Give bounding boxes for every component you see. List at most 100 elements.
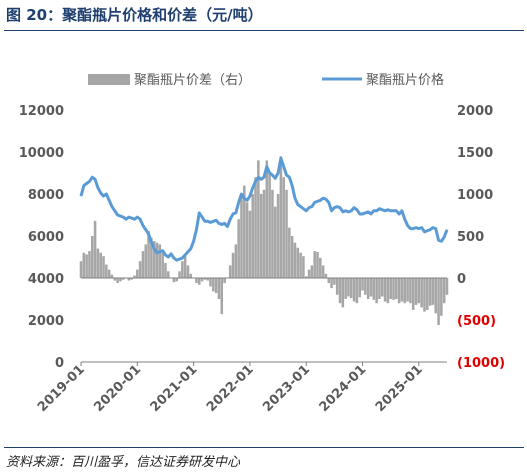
spread-bar [85, 254, 88, 278]
spread-bar [102, 256, 105, 278]
spread-bar [141, 251, 145, 278]
spread-bars [79, 156, 449, 326]
spread-bar [347, 278, 350, 297]
spread-bar [82, 252, 86, 278]
x-tick-label: 2025-01 [373, 362, 426, 415]
price-line [79, 156, 449, 262]
spread-bar [183, 256, 187, 278]
spread-bar [195, 278, 198, 284]
spread-bar [262, 189, 266, 278]
x-axis-ticks: 2019-01 2020-01 2021-01 2022-01 2023-01 2024-… [35, 362, 426, 415]
spread-bar [324, 273, 328, 278]
spread-bar [327, 278, 331, 284]
spread-bar [431, 278, 435, 305]
spread-bar [420, 278, 423, 308]
spread-bar [181, 261, 184, 278]
spread-bar [158, 244, 162, 278]
spread-bar [428, 278, 432, 306]
spread-bar [155, 242, 159, 278]
spread-bar [121, 278, 125, 280]
spread-bar [136, 269, 139, 278]
spread-bar [442, 278, 446, 304]
left-tick-label: 4000 [28, 272, 64, 287]
spread-bar [212, 278, 215, 292]
right-tick-label: 0 [457, 272, 466, 287]
spread-bar [304, 276, 308, 278]
spread-bar [144, 244, 148, 278]
right-tick-label: (1000) [457, 356, 505, 371]
spread-bar [237, 219, 240, 278]
spread-bar [310, 265, 314, 278]
spread-bar [423, 278, 426, 312]
spread-bar [254, 177, 257, 278]
spread-bar [290, 236, 294, 278]
spread-bar [341, 278, 345, 308]
spread-bar [271, 189, 274, 278]
spread-bar [206, 278, 209, 281]
spread-bar [99, 252, 102, 278]
spread-bar [175, 278, 178, 282]
spread-bar [167, 271, 170, 278]
spread-bar [130, 278, 133, 280]
spread-bar [251, 194, 254, 278]
spread-bar [228, 265, 232, 278]
spread-bar [403, 278, 407, 304]
right-tick-label: 500 [457, 230, 484, 245]
right-tick-label: 2000 [457, 104, 493, 119]
spread-bar [214, 278, 218, 294]
spread-bar [389, 278, 392, 299]
spread-bar [406, 278, 409, 302]
spread-bar [133, 275, 136, 278]
spread-bar [279, 156, 283, 278]
spread-bar [265, 160, 269, 278]
spread-bar [113, 278, 117, 281]
spread-bar [364, 278, 367, 295]
title-divider [4, 30, 524, 31]
x-tick-label: 2024-01 [317, 362, 370, 415]
spread-bar [316, 251, 319, 278]
spread-bar [369, 278, 373, 297]
right-tick-label: (500) [457, 314, 496, 329]
spread-bar [414, 278, 418, 305]
spread-bar [138, 261, 142, 278]
spread-bar [189, 273, 193, 278]
spread-bar [378, 278, 381, 299]
spread-bar [417, 278, 421, 304]
spread-bar [302, 256, 305, 278]
spread-bar [350, 278, 353, 299]
spread-bar [268, 173, 271, 278]
spread-bar [200, 278, 204, 282]
spread-bar [375, 278, 378, 304]
left-axis-ticks: 0 2000 4000 6000 8000 10000 12000 [19, 104, 64, 371]
spread-bar [395, 278, 398, 299]
left-tick-label: 6000 [28, 230, 64, 245]
spread-bar [231, 252, 235, 278]
spread-bar [409, 278, 412, 304]
left-tick-label: 8000 [28, 188, 64, 203]
right-axis-ticks: (1000) (500) 0 500 1000 1500 2000 [457, 104, 505, 371]
spread-bar [257, 160, 260, 278]
legend-bar-swatch [88, 74, 130, 85]
source-divider [4, 447, 524, 448]
legend: 聚酯瓶片价差（右） 聚酯瓶片价格 [88, 72, 444, 88]
x-tick-label: 2020-01 [91, 362, 144, 415]
spread-bar [361, 278, 364, 291]
spread-bar [79, 261, 83, 278]
spread-bar [352, 278, 356, 302]
source-note: 资料来源：百川盈孚，信达证券研发中心 [6, 455, 241, 470]
spread-bar [282, 177, 285, 278]
spread-bar [240, 194, 243, 278]
spread-bar [285, 189, 288, 278]
spread-bar [380, 278, 384, 297]
left-tick-label: 0 [55, 356, 64, 371]
spread-bar [319, 257, 322, 278]
spread-bar [116, 278, 119, 284]
right-tick-label: 1500 [457, 146, 493, 161]
spread-bar [220, 278, 224, 315]
spread-bar [344, 278, 347, 299]
spread-bar [150, 237, 153, 278]
spread-bar [445, 278, 449, 295]
x-tick-label: 2022-01 [204, 362, 257, 415]
spread-bar [110, 274, 114, 278]
